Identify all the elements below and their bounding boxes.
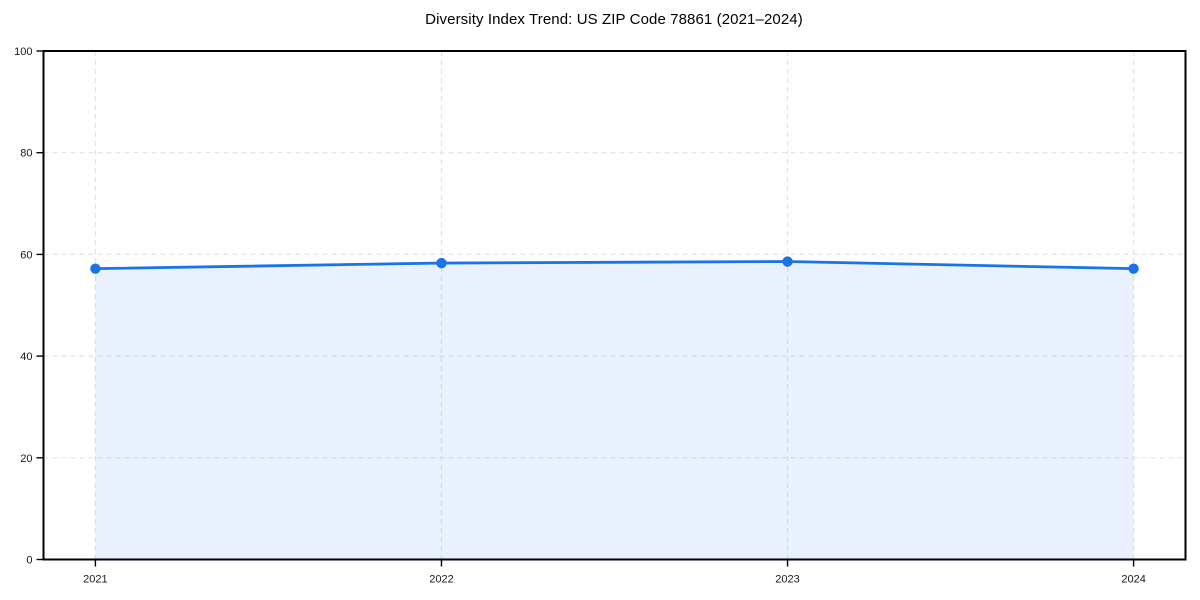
chart-title: Diversity Index Trend: US ZIP Code 78861… xyxy=(425,11,803,28)
series-line xyxy=(94,260,1135,271)
x-axis-tick-label: 2023 xyxy=(775,574,799,586)
y-axis-tick-label: 0 xyxy=(26,555,32,567)
y-axis-tick-label: 60 xyxy=(20,249,32,261)
y-axis-tick-label: 20 xyxy=(20,453,32,465)
data-point-2024 xyxy=(1128,263,1139,274)
x-axis-tick-label: 2024 xyxy=(1121,574,1145,586)
plot-frame xyxy=(42,50,1187,561)
y-axis-tick-label: 100 xyxy=(14,46,32,58)
x-axis-tick-label: 2022 xyxy=(429,574,453,586)
x-axis-tick-label: 2021 xyxy=(83,574,107,586)
data-point-2022 xyxy=(436,257,447,269)
data-point-2023 xyxy=(782,256,793,267)
data-point-2021 xyxy=(90,263,101,274)
series-area-fill xyxy=(95,261,1134,560)
y-axis-tick-label: 40 xyxy=(20,351,32,363)
y-axis-tick-label: 80 xyxy=(20,148,32,160)
